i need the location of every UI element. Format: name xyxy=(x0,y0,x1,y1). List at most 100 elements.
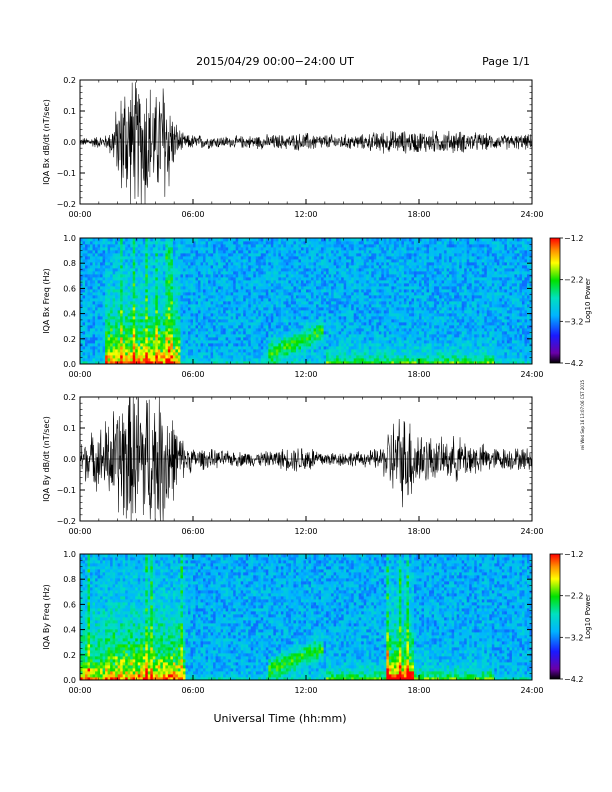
heat-cell xyxy=(165,349,169,353)
heat-cell xyxy=(306,334,309,338)
heat-cell xyxy=(321,349,324,353)
heat-cell xyxy=(97,349,101,353)
heat-cell xyxy=(321,340,324,344)
heat-cell xyxy=(333,331,337,335)
heat-cell xyxy=(137,247,141,251)
heat-cell xyxy=(122,346,126,350)
heat-cell xyxy=(238,319,242,323)
heat-cell xyxy=(97,322,101,326)
heat-cell xyxy=(112,238,116,242)
heat-cell xyxy=(361,286,365,290)
heat-cell xyxy=(258,352,262,356)
heat-cell xyxy=(333,256,337,260)
heat-cell xyxy=(233,337,237,341)
heat-cell xyxy=(298,259,302,263)
heat-cell xyxy=(157,256,161,260)
heat-cell xyxy=(220,274,224,278)
heat-cell xyxy=(356,265,360,269)
heat-cell xyxy=(117,304,121,308)
heat-cell xyxy=(253,322,257,326)
heat-cell xyxy=(135,337,139,341)
heat-cell xyxy=(92,244,96,248)
heat-cell xyxy=(250,340,254,344)
heat-cell xyxy=(290,238,294,242)
heat-cell xyxy=(193,265,196,269)
heat-cell xyxy=(245,253,249,257)
heat-cell xyxy=(205,256,209,260)
heat-cell xyxy=(205,253,209,257)
heat-cell xyxy=(333,304,337,308)
heat-cell xyxy=(323,244,327,248)
heat-cell xyxy=(140,319,144,323)
heat-cell xyxy=(293,340,297,344)
heat-cell xyxy=(278,352,282,356)
heat-cell xyxy=(170,244,174,248)
heat-cell xyxy=(220,247,224,251)
heat-cell xyxy=(122,289,126,293)
heat-cell xyxy=(353,322,357,326)
heat-cell xyxy=(283,247,287,251)
heat-cell xyxy=(248,355,252,359)
heat-cell xyxy=(195,343,199,347)
heat-cell xyxy=(110,343,114,347)
heat-cell xyxy=(87,328,91,332)
heat-cell xyxy=(341,322,345,326)
heat-cell xyxy=(368,346,372,350)
heat-cell xyxy=(172,331,176,335)
heat-cell xyxy=(263,355,267,359)
heat-cell xyxy=(368,361,372,365)
heat-cell xyxy=(356,271,360,275)
heat-cell xyxy=(140,280,144,284)
heat-cell xyxy=(278,349,282,353)
heat-cell xyxy=(250,265,254,269)
heat-cell xyxy=(285,334,289,338)
heat-cell xyxy=(288,334,292,338)
heat-cell xyxy=(243,319,247,323)
heat-cell xyxy=(240,355,244,359)
heat-cell xyxy=(218,250,222,254)
heat-cell xyxy=(185,271,189,275)
heat-cell xyxy=(228,337,232,341)
heat-cell xyxy=(135,250,139,254)
heat-cell xyxy=(351,250,355,254)
heat-cell xyxy=(293,361,297,365)
heat-cell xyxy=(238,325,242,329)
heat-cell xyxy=(368,358,372,362)
heat-cell xyxy=(288,361,292,365)
heat-cell xyxy=(348,328,352,332)
heat-cell xyxy=(233,331,237,335)
heat-cell xyxy=(311,361,314,365)
heat-cell xyxy=(185,346,189,350)
heat-cell xyxy=(182,322,186,326)
heat-cell xyxy=(326,289,329,293)
heat-cell xyxy=(175,292,179,296)
heat-cell xyxy=(215,325,219,329)
heat-cell xyxy=(147,247,151,251)
heat-cell xyxy=(356,241,360,245)
heat-cell xyxy=(243,316,247,320)
heat-cell xyxy=(361,340,365,344)
heat-cell xyxy=(293,307,297,311)
heat-cell xyxy=(228,316,232,320)
heat-cell xyxy=(102,277,106,281)
heat-cell xyxy=(366,247,370,251)
heat-cell xyxy=(140,304,144,308)
heat-cell xyxy=(288,307,292,311)
heat-cell xyxy=(92,241,96,245)
heat-cell xyxy=(165,310,169,314)
heat-cell xyxy=(230,361,234,365)
heat-cell xyxy=(172,328,176,332)
heat-cell xyxy=(177,304,181,308)
heat-cell xyxy=(243,337,247,341)
heat-cell xyxy=(280,289,284,293)
heat-cell xyxy=(115,358,119,362)
heat-cell xyxy=(193,322,196,326)
heat-cell xyxy=(127,322,131,326)
heat-cell xyxy=(280,310,284,314)
heat-cell xyxy=(175,244,179,248)
heat-cell xyxy=(321,274,324,278)
heat-cell xyxy=(290,265,294,269)
heat-cell xyxy=(348,304,352,308)
heat-cell xyxy=(208,319,211,323)
heat-cell xyxy=(273,295,277,299)
